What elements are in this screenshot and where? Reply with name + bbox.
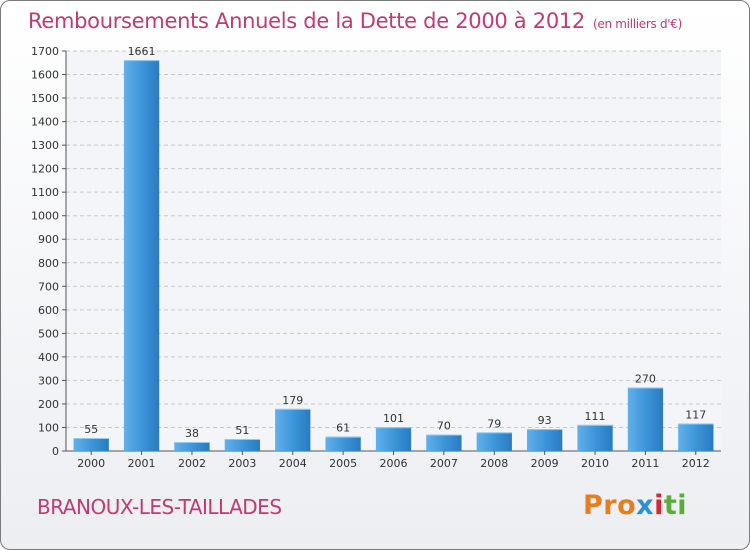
bar bbox=[527, 429, 563, 451]
bar bbox=[325, 436, 361, 451]
chart-title: Remboursements Annuels de la Dette de 20… bbox=[28, 9, 682, 33]
logo-part-1: Pro bbox=[583, 490, 637, 521]
proxiti-logo: Proxiti bbox=[583, 490, 687, 521]
x-tick-label: 2010 bbox=[581, 457, 609, 470]
bar-value-label: 79 bbox=[487, 417, 501, 430]
x-tick-label: 2012 bbox=[682, 457, 710, 470]
y-tick-label: 1600 bbox=[31, 69, 59, 82]
x-tick-label: 2008 bbox=[480, 457, 508, 470]
y-tick-label: 1000 bbox=[31, 210, 59, 223]
y-tick-label: 0 bbox=[52, 445, 59, 458]
bar-value-label: 51 bbox=[235, 424, 249, 437]
y-tick-label: 600 bbox=[38, 304, 59, 317]
chart-title-text: Remboursements Annuels de la Dette de 20… bbox=[28, 9, 585, 33]
y-tick-label: 1100 bbox=[31, 186, 59, 199]
bar-value-label: 101 bbox=[383, 412, 404, 425]
x-tick-label: 2002 bbox=[178, 457, 206, 470]
x-tick-label: 2001 bbox=[128, 457, 156, 470]
bar bbox=[426, 434, 462, 451]
x-tick-label: 2005 bbox=[329, 457, 357, 470]
logo-part-2: x bbox=[636, 490, 655, 521]
y-tick-label: 700 bbox=[38, 280, 59, 293]
y-tick-label: 1400 bbox=[31, 116, 59, 129]
bar-value-label: 111 bbox=[585, 410, 606, 423]
y-tick-label: 1500 bbox=[31, 92, 59, 105]
bar bbox=[476, 432, 512, 451]
chart-subtitle: (en milliers d'€) bbox=[593, 17, 683, 31]
bar bbox=[174, 442, 210, 451]
bar bbox=[678, 423, 714, 451]
y-tick-label: 800 bbox=[38, 257, 59, 270]
bar bbox=[275, 408, 311, 451]
x-tick-label: 2003 bbox=[228, 457, 256, 470]
x-tick-label: 2000 bbox=[77, 457, 105, 470]
y-tick-label: 300 bbox=[38, 374, 59, 387]
bar bbox=[224, 439, 260, 451]
bar-value-label: 93 bbox=[538, 414, 552, 427]
x-tick-label: 2007 bbox=[430, 457, 458, 470]
bar-value-label: 70 bbox=[437, 420, 451, 433]
y-tick-label: 1700 bbox=[31, 45, 59, 58]
bar-value-label: 55 bbox=[84, 423, 98, 436]
bar-value-label: 179 bbox=[282, 394, 303, 407]
bar bbox=[123, 60, 160, 451]
bar-value-label: 61 bbox=[336, 422, 350, 435]
plot-area bbox=[66, 51, 721, 451]
x-tick-label: 2004 bbox=[279, 457, 307, 470]
bar-value-label: 117 bbox=[685, 408, 706, 421]
y-tick-label: 900 bbox=[38, 233, 59, 246]
commune-name: BRANOUX-LES-TAILLADES bbox=[37, 495, 282, 519]
bar-value-label: 1661 bbox=[128, 45, 156, 58]
y-tick-label: 1300 bbox=[31, 139, 59, 152]
bar-value-label: 38 bbox=[185, 427, 199, 440]
y-tick-label: 400 bbox=[38, 351, 59, 364]
x-tick-label: 2009 bbox=[531, 457, 559, 470]
y-tick-label: 500 bbox=[38, 327, 59, 340]
y-tick-label: 1200 bbox=[31, 163, 59, 176]
y-tick-label: 100 bbox=[38, 421, 59, 434]
logo-part-4: ti bbox=[663, 490, 688, 521]
bar bbox=[627, 387, 664, 451]
x-tick-label: 2006 bbox=[380, 457, 408, 470]
logo-part-3: i bbox=[654, 490, 664, 521]
bar bbox=[375, 427, 412, 451]
bar-value-label: 270 bbox=[635, 372, 656, 385]
bar bbox=[577, 424, 613, 451]
x-tick-label: 2011 bbox=[631, 457, 659, 470]
bar bbox=[73, 438, 109, 451]
y-tick-label: 200 bbox=[38, 398, 59, 411]
